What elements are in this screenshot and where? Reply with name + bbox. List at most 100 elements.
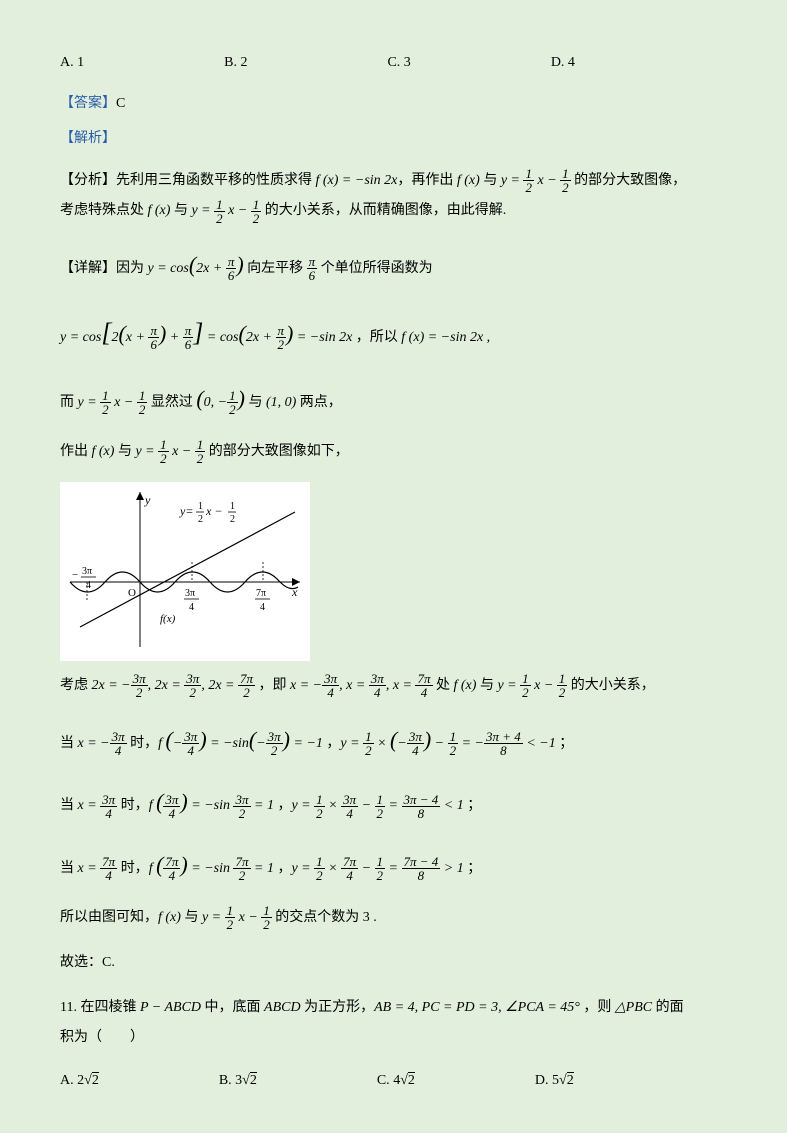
frac-half: 12 (523, 167, 534, 194)
txt: 与 (170, 203, 191, 218)
txt: 两点， (296, 395, 342, 410)
conclusion-para: 所以由图可知，f (x) 与 y = 12 x − 12 的交点个数为 3 . (60, 903, 727, 934)
txt: x + (126, 330, 149, 345)
txt: 个单位所得函数为 (317, 261, 433, 276)
frac: 3π2 (131, 672, 148, 699)
txt: ， (323, 736, 341, 751)
txt: − (431, 736, 447, 751)
svg-text:x −: x − (205, 504, 222, 518)
lparen: ( (239, 321, 246, 346)
rparen: ) (180, 789, 187, 814)
txt: 2x = (155, 678, 185, 693)
consider-para: 考虑 2x = −3π2, 2x = 3π2, 2x = 7π2 ，即 x = … (60, 671, 727, 702)
svg-text:4: 4 (189, 602, 194, 613)
case1-para: 当 x = −3π4 时，f (−3π4) = −sin(−3π2) = −1 … (60, 716, 727, 764)
rparen: ) (238, 386, 245, 411)
frac-half4: 12 (251, 198, 262, 225)
answer-tag: 【答案】 (60, 96, 116, 111)
txt: > 1 (440, 861, 463, 876)
txt: = −sin 2x (293, 330, 352, 345)
txt: × (325, 861, 341, 876)
frac-half8: 12 (158, 438, 169, 465)
txt: ， (274, 861, 292, 876)
frac: 3π2 (266, 730, 283, 757)
txt: y = (202, 910, 225, 925)
txt: x = (346, 678, 369, 693)
txt: 当 (60, 736, 78, 751)
txt: 显然过 (147, 395, 196, 410)
txt: − (173, 736, 182, 751)
math-fx3: f (x) (148, 203, 171, 218)
txt: 为正方形， (301, 1000, 375, 1015)
frac-half3: 12 (214, 198, 225, 225)
txt: = −1 (290, 736, 323, 751)
frac: 3π − 48 (402, 793, 441, 820)
txt: 的面 (652, 1000, 684, 1015)
frac-pi6b: π6 (307, 255, 318, 282)
txt: ； (464, 798, 482, 813)
option-d: D. 4 (551, 50, 575, 75)
txt: 【分析】先利用三角函数平移的性质求得 (60, 173, 316, 188)
q11-option-b: B. 3√2 (219, 1068, 257, 1093)
frac: 3π2 (233, 793, 250, 820)
txt: ABCD (264, 1000, 301, 1015)
svg-text:2: 2 (230, 514, 235, 525)
txt: 与 (476, 678, 497, 693)
txt: y = (291, 861, 314, 876)
frac: 12 (448, 730, 459, 757)
txt: y = (78, 395, 101, 410)
frac-pi2: π2 (276, 324, 287, 351)
frac: 12 (225, 904, 236, 931)
txt: − (256, 736, 265, 751)
frac: 3π4 (341, 793, 358, 820)
txt: 与 (181, 910, 202, 925)
svg-text:x: x (291, 585, 298, 599)
txt: 2x = − (92, 678, 131, 693)
frac-half6: 12 (137, 389, 148, 416)
txt: ； (556, 736, 574, 751)
svg-text:y=: y= (179, 504, 193, 518)
txt: 的大小关系，从而精确图像，由此得解. (261, 203, 506, 218)
txt: 而 (60, 395, 78, 410)
answer-line: 【答案】C (60, 91, 727, 116)
txt: + (166, 330, 182, 345)
frac: 3π4 (322, 672, 339, 699)
txt: 时， (117, 798, 149, 813)
q11-options: A. 2√2 B. 3√2 C. 4√2 D. 5√2 (60, 1068, 727, 1093)
frac: 3π4 (100, 793, 117, 820)
frac: 12 (261, 904, 272, 931)
frac-pi6c: π6 (148, 324, 159, 351)
txt: 当 (60, 861, 78, 876)
detail-para-1: 【详解】因为 y = cos(2x + π6) 向左平移 π6 个单位所得函数为 (60, 241, 727, 289)
txt: − (358, 861, 374, 876)
txt: y = (497, 678, 520, 693)
rparen: ) (199, 727, 206, 752)
frac-half7: 12 (227, 389, 238, 416)
frac: 7π − 48 (402, 855, 441, 882)
txt: ，所以 (352, 330, 401, 345)
svg-text:1: 1 (230, 501, 235, 512)
txt: − (397, 736, 406, 751)
frac-half2: 12 (560, 167, 571, 194)
graph-svg: y x O f(x) y= 1 2 x − 1 2 − 3π 4 3π 4 7π… (60, 482, 310, 652)
graph-figure: y x O f(x) y= 1 2 x − 1 2 − 3π 4 3π 4 7π… (60, 482, 310, 661)
txt: 与 (480, 173, 501, 188)
frac: 12 (375, 855, 386, 882)
txt: 向左平移 (244, 261, 307, 276)
lparen: ( (118, 321, 125, 346)
txt: x − (225, 203, 251, 218)
frac: 3π + 48 (484, 730, 523, 757)
frac: 3π4 (182, 730, 199, 757)
txt: = −sin (188, 861, 234, 876)
txt: f (x) = −sin 2x (401, 330, 483, 345)
txt: 处 (433, 678, 454, 693)
txt: 0, − (204, 395, 227, 410)
txt: 的大小关系， (567, 678, 655, 693)
svg-text:3π: 3π (82, 566, 92, 577)
q10-options: A. 1 B. 2 C. 3 D. 4 (60, 50, 727, 75)
txt: 【详解】因为 (60, 261, 148, 276)
eq-chain: y = cos[2(x + π6) + π6] = cos(2x + π2) =… (60, 304, 727, 361)
txt: f (158, 736, 165, 751)
txt: ； (464, 861, 482, 876)
lbrack: [ (101, 318, 111, 347)
